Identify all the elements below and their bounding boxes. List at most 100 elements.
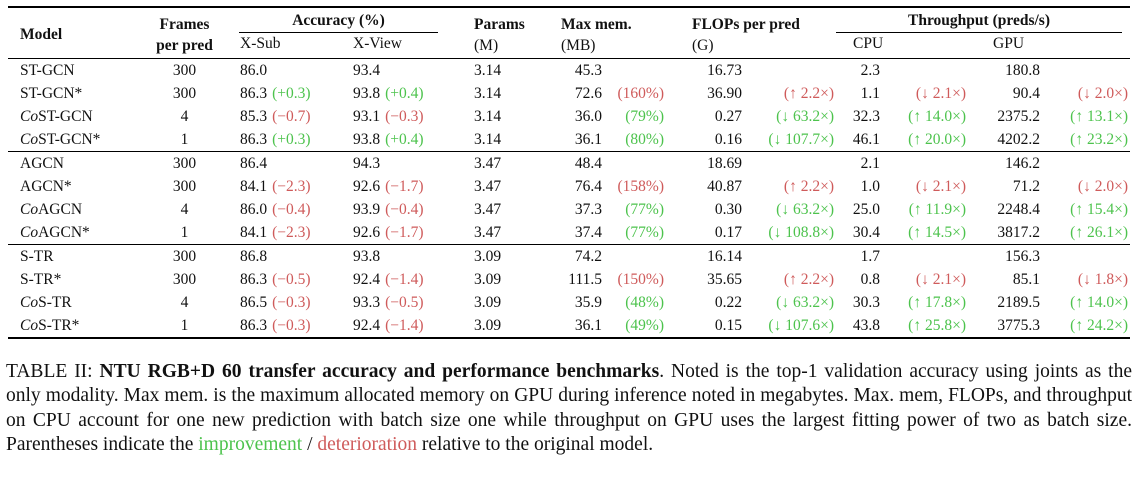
delta: (↑ 2.2×) bbox=[783, 271, 834, 288]
delta: (↓ 2.1×) bbox=[915, 271, 966, 288]
value: 86.3 bbox=[240, 317, 268, 334]
model-co-prefix: Co bbox=[20, 131, 39, 148]
cell-flops: 16.73 bbox=[664, 58, 834, 82]
value: 4202.2 bbox=[997, 131, 1040, 148]
value: 86.3 bbox=[240, 131, 268, 148]
value: 74.2 bbox=[574, 248, 602, 265]
cell-frames: 300 bbox=[136, 151, 233, 175]
cell-cpu: 2.1 bbox=[834, 151, 966, 175]
cell-model: AGCN* bbox=[8, 175, 136, 198]
cell-xview: 94.3 bbox=[346, 151, 458, 175]
value: 84.1 bbox=[240, 178, 268, 195]
value: 92.4 bbox=[353, 317, 381, 334]
value: 43.8 bbox=[852, 317, 880, 334]
col-header-flops: FLOPs per pred (G) bbox=[664, 7, 834, 59]
cell-frames: 4 bbox=[180, 108, 189, 125]
value: 93.1 bbox=[353, 108, 381, 125]
cell-xsub: 84.1 (−2.3) bbox=[233, 175, 346, 198]
delta: (↓ 63.2×) bbox=[776, 201, 834, 218]
cell-max-mem: 36.1 (80%) bbox=[546, 128, 664, 152]
delta: (158%) bbox=[617, 178, 665, 195]
cell-xview: 93.1 (−0.3) bbox=[346, 105, 458, 128]
cell-xsub: 86.0 bbox=[233, 58, 346, 82]
table-row: ST-GCN* 300 86.3 (+0.3) 93.8 (+0.4) 3.14 72.6 (1… bbox=[8, 82, 1130, 105]
value: 76.4 bbox=[574, 178, 602, 195]
cell-model: CoS-TR* bbox=[8, 314, 136, 338]
cell-frames: 4 bbox=[180, 294, 189, 311]
cell-flops: 0.15 (↓ 107.6×) bbox=[664, 314, 834, 338]
delta: (↓ 2.1×) bbox=[915, 178, 966, 195]
group-s-tr: S-TR 300 86.8 93.8 3.09 74.2 16.14 1.7 156.3 S-T… bbox=[8, 244, 1130, 339]
cell-params: 3.14 bbox=[474, 131, 502, 148]
cell-params: 3.14 bbox=[458, 58, 546, 82]
group-agcn: AGCN 300 86.4 94.3 3.47 48.4 18.69 2.1 146.2 AGC… bbox=[8, 151, 1130, 245]
cell-frames: 4 bbox=[180, 201, 189, 218]
cell-frames: 1 bbox=[180, 131, 189, 148]
caption-separator: / bbox=[302, 434, 318, 456]
model-name: AGCN bbox=[38, 201, 83, 218]
cell-model: CoAGCN bbox=[8, 198, 136, 221]
header-line: per pred bbox=[156, 37, 213, 54]
value: 92.6 bbox=[353, 178, 381, 195]
cell-gpu: 3817.2 (↑ 26.1×) bbox=[966, 221, 1130, 245]
cell-model: ST-GCN bbox=[8, 58, 136, 82]
cell-model: S-TR bbox=[8, 244, 136, 268]
value: 93.8 bbox=[353, 131, 381, 148]
delta: (↑ 14.0×) bbox=[908, 108, 966, 125]
group-st-gcn: ST-GCN 300 86.0 93.4 3.14 45.3 16.73 2.3 180.8 S… bbox=[8, 58, 1130, 152]
cell-xsub: 86.4 bbox=[233, 151, 346, 175]
header-line: Max mem. bbox=[561, 16, 632, 33]
model-name: S-TR* bbox=[38, 317, 80, 334]
model-name: S-TR bbox=[20, 248, 54, 265]
header-row-2: X-Sub X-View CPU GPU bbox=[8, 33, 1130, 59]
delta: (↓ 63.2×) bbox=[776, 108, 834, 125]
cell-gpu: 71.2 (↓ 2.0×) bbox=[966, 175, 1130, 198]
cell-cpu: 1.0 (↓ 2.1×) bbox=[834, 175, 966, 198]
delta: (↑ 14.5×) bbox=[908, 224, 966, 241]
value: 35.65 bbox=[707, 271, 742, 288]
cell-xsub: 86.3 (+0.3) bbox=[233, 82, 346, 105]
cell-flops: 35.65 (↑ 2.2×) bbox=[664, 268, 834, 291]
cell-xview: 92.6 (−1.7) bbox=[346, 175, 458, 198]
value: 156.3 bbox=[1005, 248, 1040, 265]
delta: (↑ 2.2×) bbox=[783, 178, 834, 195]
value: 86.5 bbox=[240, 294, 268, 311]
delta: (−0.3) bbox=[272, 294, 311, 311]
delta: (−0.5) bbox=[272, 271, 311, 288]
value: 2.3 bbox=[860, 62, 880, 79]
delta: (+0.4) bbox=[385, 85, 424, 102]
cell-xview: 92.4 (−1.4) bbox=[346, 314, 458, 338]
value: 93.8 bbox=[353, 85, 381, 102]
delta: (−2.3) bbox=[272, 178, 311, 195]
cell-params: 3.09 bbox=[474, 317, 502, 334]
value: 86.0 bbox=[240, 201, 268, 218]
cell-max-mem: 72.6 (160%) bbox=[546, 82, 664, 105]
cell-xview: 92.4 (−1.4) bbox=[346, 268, 458, 291]
delta: (↓ 1.8×) bbox=[1077, 271, 1128, 288]
model-name: AGCN* bbox=[20, 178, 72, 195]
value: 1.7 bbox=[860, 248, 880, 265]
caption-improvement-word: improvement bbox=[198, 434, 303, 456]
cell-params: 3.47 bbox=[474, 201, 502, 218]
table-row: AGCN* 300 84.1 (−2.3) 92.6 (−1.7) 3.47 76.4 (158… bbox=[8, 175, 1130, 198]
value: 93.3 bbox=[353, 294, 381, 311]
delta: (77%) bbox=[625, 201, 664, 218]
col-header-gpu: GPU bbox=[993, 35, 1025, 52]
value: 48.4 bbox=[574, 155, 602, 172]
col-header-model: Model bbox=[20, 26, 63, 43]
cell-max-mem: 35.9 (48%) bbox=[546, 291, 664, 314]
value: 35.9 bbox=[574, 294, 602, 311]
cell-xsub: 84.1 (−2.3) bbox=[233, 221, 346, 245]
cell-cpu: 46.1 (↑ 20.0×) bbox=[834, 128, 966, 152]
cell-flops: 0.17 (↓ 108.8×) bbox=[664, 221, 834, 245]
delta: (↓ 107.6×) bbox=[768, 317, 834, 334]
cell-xview: 93.8 (+0.4) bbox=[346, 128, 458, 152]
col-header-xsub: X-Sub bbox=[240, 35, 281, 52]
delta: (79%) bbox=[625, 108, 664, 125]
value: 3775.3 bbox=[997, 317, 1040, 334]
model-co-prefix: Co bbox=[20, 224, 39, 241]
table-row: S-TR* 300 86.3 (−0.5) 92.4 (−1.4) 3.09 111.5 (15… bbox=[8, 268, 1130, 291]
cell-params: 3.14 bbox=[474, 108, 502, 125]
cell-cpu: 1.7 bbox=[834, 244, 966, 268]
value: 180.8 bbox=[1005, 62, 1040, 79]
